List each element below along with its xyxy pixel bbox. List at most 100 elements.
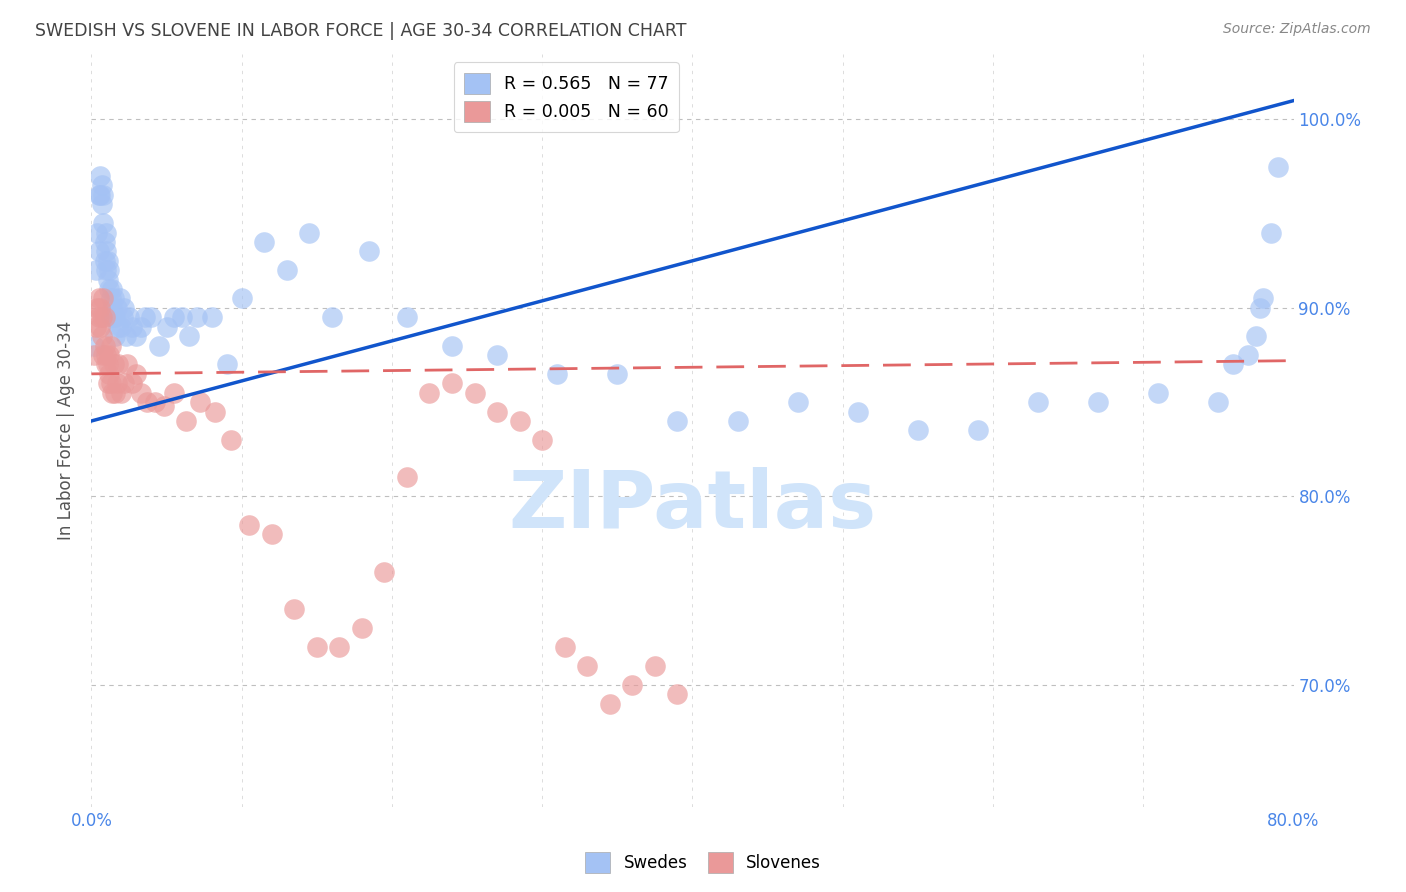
Point — [89, 301, 111, 315]
Point — [90, 310, 112, 325]
Point — [155, 319, 177, 334]
Point — [298, 226, 321, 240]
Point — [104, 385, 127, 400]
Point — [666, 687, 689, 701]
Point — [174, 414, 197, 428]
Point — [121, 376, 143, 391]
Point — [87, 310, 110, 325]
Point — [1026, 395, 1049, 409]
Point — [1244, 329, 1267, 343]
Point — [96, 263, 118, 277]
Point — [104, 310, 127, 325]
Point — [107, 358, 129, 372]
Point — [94, 338, 117, 352]
Point — [464, 385, 486, 400]
Point — [276, 263, 298, 277]
Point — [86, 301, 108, 315]
Point — [1253, 292, 1275, 306]
Point — [94, 253, 117, 268]
Point — [105, 301, 128, 315]
Point — [440, 376, 463, 391]
Point — [177, 329, 200, 343]
Legend: R = 0.565   N = 77, R = 0.005   N = 60: R = 0.565 N = 77, R = 0.005 N = 60 — [454, 62, 679, 132]
Point — [108, 292, 131, 306]
Point — [621, 678, 644, 692]
Point — [215, 358, 238, 372]
Point — [94, 235, 117, 249]
Point — [666, 414, 689, 428]
Point — [238, 517, 260, 532]
Point — [373, 565, 395, 579]
Point — [86, 226, 108, 240]
Legend: Swedes, Slovenes: Swedes, Slovenes — [579, 846, 827, 880]
Point — [786, 395, 808, 409]
Point — [1147, 385, 1170, 400]
Point — [846, 404, 869, 418]
Point — [125, 367, 148, 381]
Point — [98, 263, 121, 277]
Point — [129, 319, 152, 334]
Point — [115, 329, 138, 343]
Point — [531, 433, 554, 447]
Point — [93, 348, 115, 362]
Point — [89, 169, 111, 183]
Point — [644, 659, 666, 673]
Point — [163, 310, 186, 325]
Text: Source: ZipAtlas.com: Source: ZipAtlas.com — [1223, 22, 1371, 37]
Point — [486, 404, 509, 418]
Point — [114, 301, 136, 315]
Point — [90, 178, 112, 193]
Point — [1222, 358, 1244, 372]
Point — [96, 358, 118, 372]
Point — [83, 348, 105, 362]
Point — [134, 310, 156, 325]
Point — [1237, 348, 1260, 362]
Point — [967, 424, 990, 438]
Point — [599, 697, 621, 711]
Point — [359, 244, 381, 259]
Point — [440, 338, 463, 352]
Point — [104, 329, 127, 343]
Point — [84, 319, 107, 334]
Point — [105, 376, 128, 391]
Point — [93, 187, 115, 202]
Point — [219, 433, 242, 447]
Point — [231, 292, 253, 306]
Point — [117, 358, 139, 372]
Point — [1087, 395, 1109, 409]
Point — [125, 329, 148, 343]
Point — [509, 414, 531, 428]
Point — [87, 292, 110, 306]
Point — [103, 310, 125, 325]
Point — [114, 376, 136, 391]
Point — [141, 310, 163, 325]
Point — [152, 399, 174, 413]
Point — [1249, 301, 1271, 315]
Point — [87, 187, 110, 202]
Point — [97, 253, 120, 268]
Point — [93, 216, 115, 230]
Point — [148, 338, 170, 352]
Point — [606, 367, 628, 381]
Point — [305, 640, 328, 654]
Point — [101, 282, 124, 296]
Point — [94, 310, 117, 325]
Point — [107, 319, 129, 334]
Text: ZIPatlas: ZIPatlas — [509, 467, 876, 545]
Point — [84, 263, 107, 277]
Point — [96, 348, 118, 362]
Point — [118, 310, 141, 325]
Point — [103, 358, 125, 372]
Point — [283, 602, 305, 616]
Point — [1208, 395, 1230, 409]
Point — [554, 640, 576, 654]
Point — [89, 187, 111, 202]
Point — [1267, 160, 1289, 174]
Point — [110, 385, 132, 400]
Point — [97, 273, 120, 287]
Point — [395, 470, 418, 484]
Point — [90, 329, 112, 343]
Point — [201, 310, 224, 325]
Point — [546, 367, 568, 381]
Point — [98, 348, 121, 362]
